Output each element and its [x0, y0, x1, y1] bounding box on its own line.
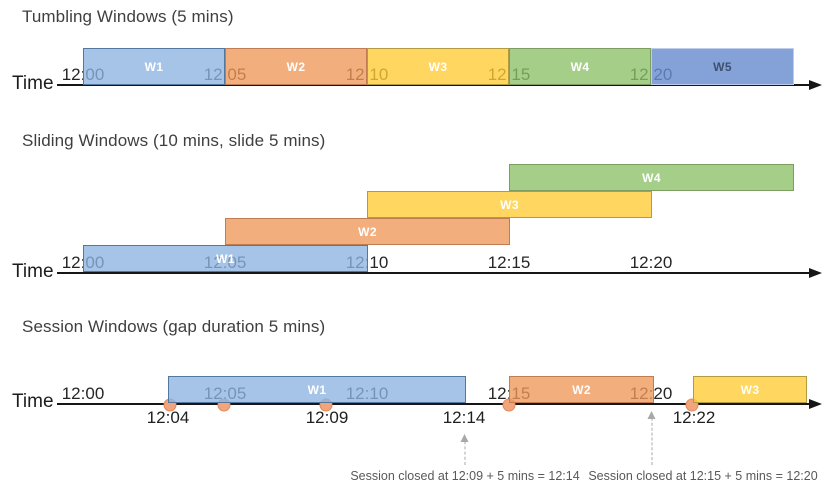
- session-annotation: Session closed at 12:15 + 5 mins = 12:20: [588, 469, 818, 483]
- section-title: Sliding Windows (10 mins, slide 5 mins): [22, 131, 326, 150]
- window-box: W3: [367, 48, 509, 85]
- window-box: W2: [225, 218, 510, 245]
- axis-tick-label: 12:20: [629, 253, 673, 272]
- axis-arrowhead-icon: [809, 267, 822, 278]
- window-label: W2: [572, 382, 591, 397]
- window-box: W1: [168, 376, 466, 403]
- window-label: W3: [500, 197, 519, 212]
- arrow-up-icon: [647, 411, 656, 419]
- annotation-arrow: [460, 434, 469, 465]
- window-box: W3: [693, 376, 807, 403]
- axis-arrowhead-icon: [809, 79, 822, 90]
- window-label: W1: [307, 382, 327, 397]
- time-axis-label: Time: [12, 261, 54, 282]
- window-box: W4: [509, 164, 794, 191]
- window-label: W2: [358, 224, 377, 239]
- event-time-label: 12:04: [146, 408, 190, 427]
- arrow-up-icon: [460, 434, 469, 442]
- window-box: W1: [83, 48, 225, 85]
- section-title: Session Windows (gap duration 5 mins): [22, 317, 326, 336]
- window-box: W3: [367, 191, 652, 218]
- time-axis: [57, 84, 810, 87]
- section-title: Tumbling Windows (5 mins): [22, 7, 234, 26]
- time-axis-label: Time: [12, 391, 54, 412]
- time-axis: [57, 403, 810, 406]
- window-label: W5: [713, 59, 732, 74]
- window-box: W5: [651, 48, 794, 85]
- event-time-label: 12:22: [672, 408, 716, 427]
- window-box: W2: [225, 48, 367, 85]
- window-box: W2: [509, 376, 654, 403]
- event-time-label: 12:09: [305, 408, 349, 427]
- annotation-arrow: [647, 411, 656, 465]
- event-time-label: 12:14: [442, 408, 486, 427]
- axis-tick-label: 12:00: [61, 384, 105, 403]
- window-label: W1: [144, 59, 164, 74]
- time-axis: [57, 272, 810, 275]
- session-annotation: Session closed at 12:09 + 5 mins = 12:14: [350, 469, 580, 483]
- window-label: W4: [642, 170, 661, 185]
- window-box: W4: [509, 48, 651, 85]
- axis-tick-label: 12:15: [487, 253, 531, 272]
- window-label: W3: [428, 59, 448, 74]
- time-axis-label: Time: [12, 73, 54, 94]
- axis-arrowhead-icon: [809, 398, 822, 409]
- window-label: W3: [740, 382, 760, 397]
- window-label: W2: [286, 59, 306, 74]
- window-box: W1: [83, 245, 368, 272]
- window-label: W4: [570, 59, 590, 74]
- window-label: W1: [216, 251, 235, 266]
